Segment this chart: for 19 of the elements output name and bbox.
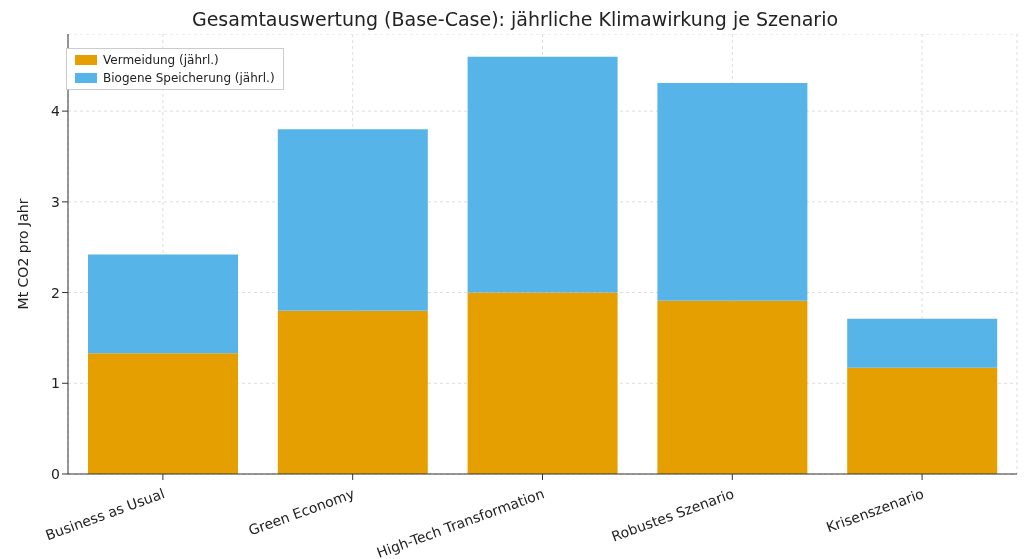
y-tick-label: 3 bbox=[51, 193, 60, 210]
bar bbox=[847, 367, 998, 474]
bar bbox=[277, 310, 428, 474]
bar bbox=[467, 292, 618, 474]
y-tick-label: 0 bbox=[51, 465, 60, 482]
bar bbox=[847, 318, 998, 368]
bar bbox=[277, 129, 428, 311]
bar bbox=[657, 82, 808, 301]
bar bbox=[467, 56, 618, 293]
bar bbox=[88, 353, 238, 474]
y-axis-title: Mt CO2 pro Jahr bbox=[14, 198, 31, 310]
legend-label: Biogene Speicherung (jährl.) bbox=[103, 70, 275, 87]
y-tick-label: 1 bbox=[51, 375, 60, 392]
y-tick-label: 2 bbox=[51, 284, 60, 301]
chart-title: Gesamtauswertung (Base-Case): jährliche Klimawirkung je Szenario bbox=[190, 8, 840, 32]
bar bbox=[88, 254, 238, 354]
bar bbox=[657, 300, 808, 474]
legend-label: Vermeidung (jährl.) bbox=[103, 52, 219, 69]
y-tick-label: 4 bbox=[51, 103, 61, 120]
